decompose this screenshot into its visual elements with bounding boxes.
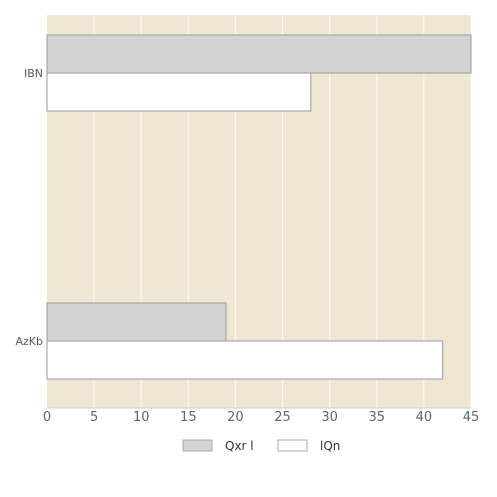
x-tick-label: 10 [133,410,150,425]
bar-ibn-series-1 [46,72,312,112]
category-labels: IBN AzKb [16,67,44,348]
x-tick-label: 5 [90,410,98,425]
x-axis: 0 5 10 15 20 25 30 35 40 45 [43,407,480,425]
legend-label: lQn [320,439,340,453]
legend-label: Qxr l [225,439,254,453]
x-tick-label: 0 [43,410,51,425]
x-tick-label: 40 [416,410,433,425]
bar-ibn-series-0 [46,34,472,74]
legend-swatch [182,439,213,452]
x-tick-label: 45 [463,410,480,425]
bar-azkb-series-1 [46,340,444,380]
bar-azkb-series-0 [46,302,227,342]
category-label: AzKb [16,335,44,348]
bars [46,34,472,380]
x-tick-label: 25 [274,410,291,425]
x-tick-label: 20 [227,410,244,425]
x-tick-label: 15 [180,410,197,425]
category-label: IBN [24,67,43,80]
legend-swatch [277,439,308,452]
legend[interactable]: Qxr l lQn [182,439,340,453]
x-tick-label: 30 [321,410,338,425]
x-tick-label: 35 [369,410,386,425]
